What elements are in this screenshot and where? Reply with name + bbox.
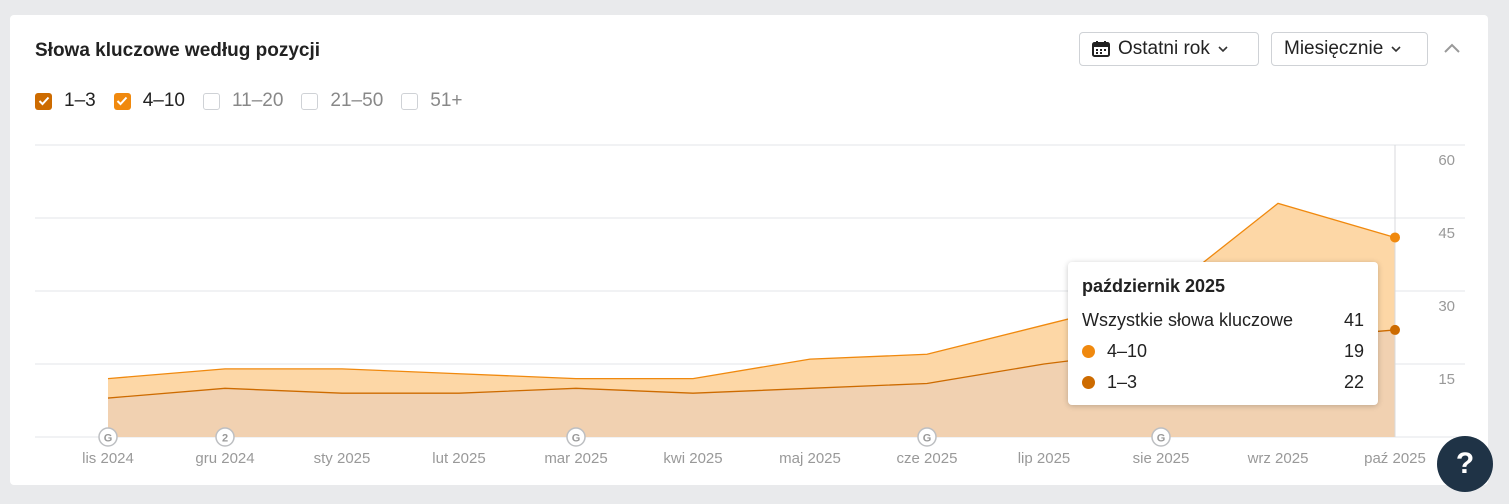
x-tick-label: maj 2025 xyxy=(779,450,841,467)
position-legend: 1–3 4–10 11–20 21–50 51+ xyxy=(35,90,481,112)
period-label: Ostatni rok xyxy=(1118,38,1210,59)
checkbox-unchecked-icon[interactable] xyxy=(301,92,319,110)
chevron-down-icon xyxy=(1218,46,1228,53)
tooltip-total-value: 41 xyxy=(1343,310,1364,330)
tooltip-row-4-10: 4–10 19 xyxy=(1082,336,1364,367)
legend-item-51-plus[interactable]: 51+ xyxy=(401,90,463,112)
x-tick-label: sie 2025 xyxy=(1133,450,1190,467)
chart-tooltip: październik 2025 Wszystkie słowa kluczow… xyxy=(1068,262,1378,405)
collapse-chevron-up-icon[interactable] xyxy=(1442,40,1462,56)
interval-label: Miesięcznie xyxy=(1284,38,1384,59)
tooltip-row-label: 4–10 xyxy=(1107,341,1148,361)
legend-item-4-10[interactable]: 4–10 xyxy=(113,90,185,112)
checkbox-unchecked-icon[interactable] xyxy=(401,92,419,110)
tooltip-row-label: 1–3 xyxy=(1107,372,1138,392)
x-tick-label: paź 2025 xyxy=(1364,450,1426,467)
annotation-marker xyxy=(917,427,937,447)
y-tick-label: 30 xyxy=(1438,298,1455,315)
tooltip-row-value: 19 xyxy=(1343,341,1364,361)
x-tick-label: sty 2025 xyxy=(314,450,371,467)
series-dot-icon xyxy=(1082,345,1095,358)
series-point-1-3 xyxy=(1390,324,1400,335)
checkbox-checked-icon[interactable] xyxy=(35,92,52,110)
legend-item-11-20[interactable]: 11–20 xyxy=(202,90,284,112)
calendar-icon xyxy=(1092,41,1110,57)
series-dot-icon xyxy=(1082,376,1095,389)
x-tick-label: lip 2025 xyxy=(1018,450,1071,467)
checkbox-unchecked-icon[interactable] xyxy=(202,92,220,110)
x-tick-label: lut 2025 xyxy=(432,450,485,467)
legend-item-21-50[interactable]: 21–50 xyxy=(301,90,383,112)
legend-label: 11–20 xyxy=(231,90,284,111)
legend-item-1-3[interactable]: 1–3 xyxy=(35,90,96,112)
y-tick-label: 15 xyxy=(1438,371,1455,388)
interval-dropdown[interactable]: Miesięcznie xyxy=(1271,32,1428,66)
y-tick-label: 60 xyxy=(1438,152,1455,169)
annotation-marker xyxy=(566,427,586,447)
x-tick-label: wrz 2025 xyxy=(1247,450,1309,467)
x-tick-label: cze 2025 xyxy=(897,450,958,467)
series-point-4-10 xyxy=(1390,232,1400,243)
tooltip-title: październik 2025 xyxy=(1082,276,1226,296)
y-tick-label: 45 xyxy=(1438,225,1455,242)
x-tick-label: mar 2025 xyxy=(544,450,607,467)
annotation-label: G xyxy=(923,433,932,445)
legend-label: 4–10 xyxy=(142,90,185,111)
annotation-label: G xyxy=(572,433,581,445)
x-tick-label: kwi 2025 xyxy=(663,450,722,467)
period-dropdown[interactable]: Ostatni rok xyxy=(1079,32,1259,66)
legend-label: 1–3 xyxy=(64,90,96,111)
annotation-label: 2 xyxy=(222,433,228,445)
chevron-down-icon xyxy=(1391,46,1401,53)
legend-label: 21–50 xyxy=(330,90,384,111)
annotation-marker xyxy=(98,427,118,447)
card-title: Słowa kluczowe według pozycji xyxy=(35,40,321,61)
tooltip-row-1-3: 1–3 22 xyxy=(1082,367,1364,398)
tooltip-row-value: 22 xyxy=(1343,372,1364,392)
annotation-marker xyxy=(1151,427,1171,447)
annotation-label: G xyxy=(1157,433,1166,445)
tooltip-total-row: Wszystkie słowa kluczowe 41 xyxy=(1082,305,1364,336)
x-tick-label: lis 2024 xyxy=(82,450,134,467)
x-tick-label: gru 2024 xyxy=(195,450,254,467)
annotation-label: G xyxy=(104,433,113,445)
help-button[interactable]: ? xyxy=(1437,436,1493,492)
tooltip-total-label: Wszystkie słowa kluczowe xyxy=(1082,310,1294,330)
legend-label: 51+ xyxy=(430,90,463,111)
annotation-marker xyxy=(215,427,235,447)
series-area-1-3 xyxy=(108,329,1395,437)
checkbox-checked-icon[interactable] xyxy=(113,92,131,110)
